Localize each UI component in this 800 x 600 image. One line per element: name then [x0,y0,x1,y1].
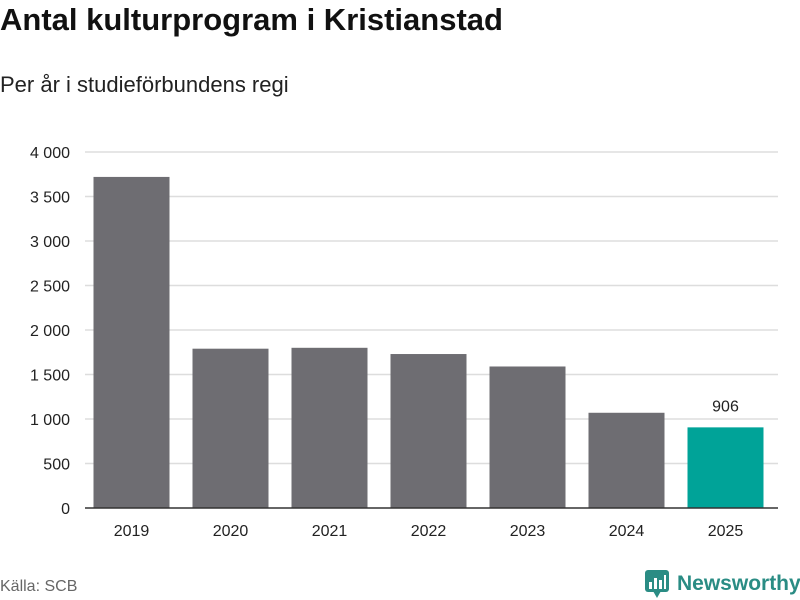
y-tick-label: 0 [61,501,70,518]
x-tick-label: 2024 [609,523,645,540]
y-tick-label: 1 500 [30,368,70,385]
brand-name: Newsworthy [677,572,800,595]
bar-2021 [291,347,368,508]
source-note: Källa: SCB [0,578,78,595]
x-tick-label: 2021 [312,523,348,540]
chart-title: Antal kulturprogram i Kristianstad [0,2,503,37]
y-tick-label: 500 [43,457,70,474]
y-tick-label: 3 000 [30,234,70,251]
bar-2019 [93,176,170,509]
data-label: 906 [712,398,739,415]
chart-subtitle: Per år i studieförbundens regi [0,72,289,97]
x-tick-label: 2019 [114,523,150,540]
y-tick-label: 2 500 [30,279,70,296]
y-tick-label: 2 000 [30,323,70,340]
x-axis-tick-labels: 2019 2020 2021 2022 2023 2024 2025 [114,523,744,540]
x-tick-label: 2020 [213,523,249,540]
y-tick-label: 1 000 [30,412,70,429]
bar-2025 [687,427,764,508]
y-tick-label: 3 500 [30,190,70,207]
x-tick-label: 2022 [411,523,447,540]
data-labels: 906 [712,398,739,415]
bar-chart-speech-bubble-icon [645,570,669,598]
bars [93,176,764,509]
x-tick-label: 2023 [510,523,546,540]
bar-2022 [390,354,467,508]
brand-logo: Newsworthy [644,569,800,599]
bar-2020 [192,348,269,508]
bar-2024 [588,412,665,508]
bar-2023 [489,366,566,508]
y-tick-label: 4 000 [30,145,70,162]
x-tick-label: 2025 [708,523,744,540]
y-axis-tick-labels: 0 500 1 000 1 500 2 000 2 500 3 000 3 500 4 000 [30,145,70,518]
